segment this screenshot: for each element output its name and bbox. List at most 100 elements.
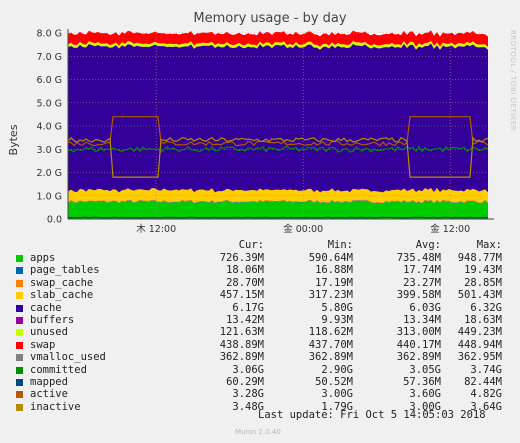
rrdtool-credit: RRDTOOL / TOBI OETIKER — [509, 30, 517, 132]
area-cache — [68, 43, 488, 193]
legend-swatch — [16, 378, 23, 386]
legend-cur: 3.06G — [232, 363, 264, 376]
x-axis: 木 12:00 金 00:00 金 12:00 — [68, 218, 494, 235]
legend-row-swap-cache: swap_cache 28.70M 17.19M 23.27M 28.85M — [16, 277, 506, 289]
legend-cur: 18.06M — [226, 264, 264, 277]
y-tick-label: 8.0 G — [37, 29, 63, 40]
legend-row-buffers: buffers 13.42M 9.93M 13.34M 18.63M — [16, 314, 506, 326]
legend-label: slab_cache — [30, 289, 94, 302]
area-apps — [68, 200, 488, 219]
legend-swatch — [16, 255, 23, 262]
legend-label: swap — [30, 338, 56, 351]
legend-avg: 3.00G — [409, 400, 441, 413]
y-tick-label: 3.0 G — [37, 145, 63, 156]
legend-cur: 60.29M — [226, 375, 264, 388]
legend-cur: 3.48G — [232, 400, 264, 413]
legend-cur: 3.28G — [232, 388, 264, 401]
y-tick-label: 0.0 — [47, 215, 62, 226]
header-cur: Cur: — [238, 239, 264, 251]
legend-max: 18.63M — [464, 313, 502, 326]
legend-row-unused: unused 121.63M 118.62M 313.00M 449.23M — [16, 326, 506, 338]
area-page-tables — [68, 200, 488, 204]
legend-avg: 440.17M — [396, 338, 441, 351]
x-tick-label: 木 12:00 — [136, 223, 176, 235]
last-update: Last update: Fri Oct 5 14:05:03 2018 — [258, 409, 486, 421]
legend-avg: 6.03G — [409, 301, 441, 314]
legend-cur: 6.17G — [232, 301, 264, 314]
legend-avg: 57.36M — [403, 375, 441, 388]
legend-avg: 399.58M — [396, 289, 441, 302]
legend-max: 448.94M — [457, 338, 502, 351]
legend-swatch — [16, 279, 23, 287]
legend-min: 3.00G — [321, 388, 353, 401]
legend-avg: 362.89M — [396, 351, 441, 364]
y-axis-label: Bytes — [7, 124, 20, 155]
area-slab-cache — [68, 187, 488, 203]
y-tick-label: 1.0 G — [37, 191, 63, 202]
x-tick-label: 金 00:00 — [283, 223, 323, 235]
legend-min: 17.19M — [315, 276, 353, 289]
legend-avg: 23.27M — [403, 276, 441, 289]
legend-label: swap_cache — [30, 276, 94, 289]
legend-row-inactive: inactive 3.48G 1.79G 3.00G 3.64G — [16, 401, 506, 413]
legend-min: 5.80G — [321, 301, 353, 314]
legend-label: vmalloc_used — [30, 351, 106, 364]
legend-avg: 17.74M — [403, 264, 441, 277]
legend-label: apps — [30, 252, 56, 264]
legend-min: 16.88M — [315, 264, 353, 277]
legend-row-swap: swap 438.89M 437.70M 440.17M 448.94M — [16, 339, 506, 351]
legend-swatch — [16, 354, 23, 362]
legend-row-page-tables: page_tables 18.06M 16.88M 17.74M 19.43M — [16, 264, 506, 276]
legend-label: committed — [30, 363, 87, 376]
legend-row-vmalloc-used: vmalloc_used 362.89M 362.89M 362.89M 362.95M — [16, 351, 506, 363]
legend-label: page_tables — [30, 264, 100, 277]
legend-avg: 313.00M — [396, 326, 441, 339]
legend-min: 317.23M — [308, 289, 353, 302]
line-inactive — [67, 136, 489, 178]
legend-row-cache: cache 6.17G 5.80G 6.03G 6.32G — [16, 302, 506, 314]
legend-swatch — [16, 304, 23, 312]
area-swap-cache — [68, 199, 488, 204]
legend-row-mapped: mapped 60.29M 50.52M 57.36M 82.44M — [16, 376, 506, 388]
chart-title: Memory usage - by day — [193, 11, 346, 26]
legend-row-apps: apps 726.39M 590.64M 735.48M 948.77M — [16, 252, 506, 264]
legend-label: mapped — [30, 375, 68, 388]
plot-area — [67, 30, 489, 220]
line-active — [67, 116, 489, 147]
legend-swatch — [16, 391, 23, 399]
legend-avg: 3.60G — [409, 388, 441, 401]
legend-min: 9.93M — [321, 313, 353, 326]
legend: apps 726.39M 590.64M 735.48M 948.77M page_tab… — [16, 252, 506, 413]
legend-label: unused — [30, 326, 68, 339]
legend-row-active: active 3.28G 3.00G 3.60G 4.82G — [16, 388, 506, 400]
legend-label: buffers — [30, 313, 75, 326]
legend-max: 362.95M — [457, 351, 502, 364]
memory-chart: Memory usage - by day Bytes 0.0 1.0 G 2.0 … — [7, 11, 494, 235]
legend-cur: 726.39M — [219, 252, 264, 264]
legend-max: 449.23M — [457, 326, 502, 339]
y-axis: 0.0 1.0 G 2.0 G 3.0 G 4.0 G 5.0 G 6.0 G 7.0 G 8.… — [37, 29, 69, 226]
x-tick-label: 金 12:00 — [430, 223, 470, 235]
legend-max: 948.77M — [457, 252, 502, 264]
legend-max: 3.74G — [470, 363, 502, 376]
y-tick-label: 6.0 G — [37, 75, 63, 86]
legend-label: inactive — [30, 400, 81, 413]
legend-max: 19.43M — [464, 264, 502, 277]
legend-min: 2.90G — [321, 363, 353, 376]
header-avg: Avg: — [415, 239, 441, 251]
legend-cur: 121.63M — [219, 326, 264, 339]
legend-avg: 735.48M — [396, 252, 441, 264]
legend-label: cache — [30, 301, 62, 314]
legend-cur: 438.89M — [219, 338, 264, 351]
legend-row-slab-cache: slab_cache 457.15M 317.23M 399.58M 501.43M — [16, 289, 506, 301]
munin-version: Munin 2.0.40 — [235, 428, 281, 436]
legend-cur: 362.89M — [219, 351, 264, 364]
y-tick-label: 2.0 G — [37, 168, 63, 179]
legend-min: 362.89M — [308, 351, 353, 364]
header-min: Min: — [327, 239, 353, 251]
legend-min: 50.52M — [315, 375, 353, 388]
legend-min: 1.79G — [321, 400, 353, 413]
area-unused — [68, 40, 488, 50]
legend-swatch — [16, 329, 23, 337]
legend-max: 501.43M — [457, 289, 502, 302]
